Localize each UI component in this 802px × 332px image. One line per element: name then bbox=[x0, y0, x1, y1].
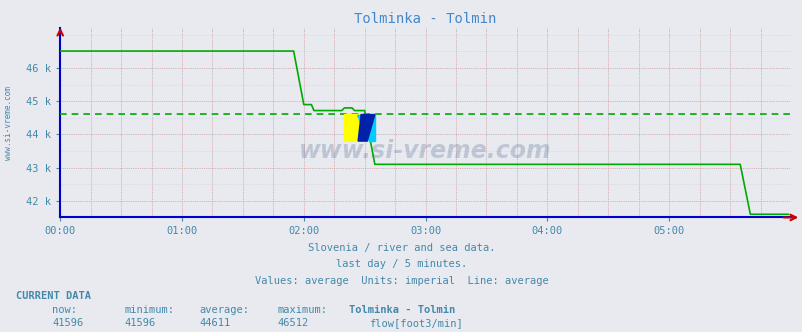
Text: 41596: 41596 bbox=[124, 318, 156, 328]
Text: last day / 5 minutes.: last day / 5 minutes. bbox=[335, 259, 467, 269]
Text: average:: average: bbox=[199, 305, 249, 315]
Text: CURRENT DATA: CURRENT DATA bbox=[16, 291, 91, 301]
Title: Tolminka - Tolmin: Tolminka - Tolmin bbox=[354, 12, 496, 26]
Text: 46512: 46512 bbox=[277, 318, 308, 328]
Text: www.si-vreme.com: www.si-vreme.com bbox=[299, 139, 551, 163]
Text: 41596: 41596 bbox=[52, 318, 83, 328]
Text: Values: average  Units: imperial  Line: average: Values: average Units: imperial Line: av… bbox=[254, 276, 548, 286]
Text: www.si-vreme.com: www.si-vreme.com bbox=[3, 86, 13, 160]
Text: maximum:: maximum: bbox=[277, 305, 326, 315]
Text: Slovenia / river and sea data.: Slovenia / river and sea data. bbox=[307, 243, 495, 253]
Polygon shape bbox=[344, 115, 375, 141]
Text: 44611: 44611 bbox=[199, 318, 230, 328]
Text: Tolminka - Tolmin: Tolminka - Tolmin bbox=[349, 305, 455, 315]
Text: now:: now: bbox=[52, 305, 77, 315]
Polygon shape bbox=[358, 115, 375, 141]
Text: minimum:: minimum: bbox=[124, 305, 174, 315]
Polygon shape bbox=[356, 115, 375, 141]
Text: flow[foot3/min]: flow[foot3/min] bbox=[369, 318, 463, 328]
